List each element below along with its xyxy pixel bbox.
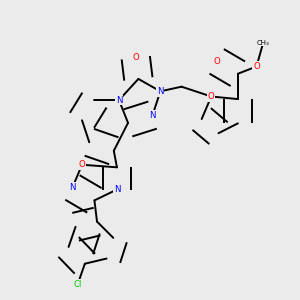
Text: O: O: [132, 53, 139, 62]
Text: O: O: [79, 160, 86, 169]
Text: N: N: [157, 87, 164, 96]
Text: O: O: [208, 92, 214, 101]
Text: N: N: [116, 96, 122, 105]
Text: O: O: [213, 57, 220, 66]
Text: Cl: Cl: [74, 280, 82, 289]
Text: O: O: [253, 62, 260, 71]
Text: N: N: [69, 183, 76, 192]
Text: N: N: [149, 111, 156, 120]
Text: CH₃: CH₃: [257, 40, 270, 46]
Text: N: N: [114, 185, 120, 194]
